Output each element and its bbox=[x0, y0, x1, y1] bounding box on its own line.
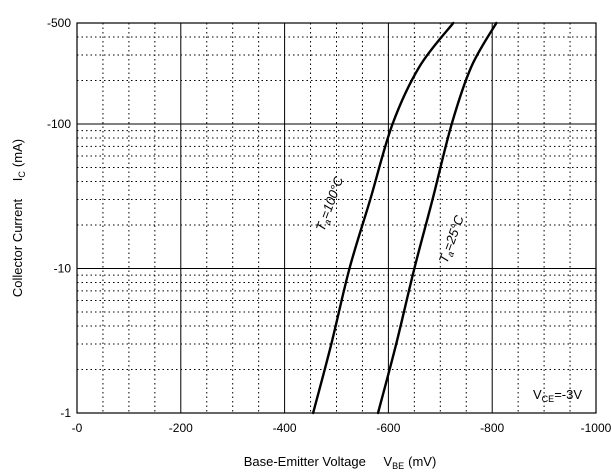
x-tick-labels: -0 -200 -400 -600 -800 -1000 bbox=[72, 421, 611, 435]
x-tick-label: -0 bbox=[72, 421, 83, 435]
y-axis-label: Collector Current IC(mA) bbox=[10, 139, 27, 297]
x-tick-label: -600 bbox=[376, 421, 400, 435]
minor-grid bbox=[77, 23, 596, 413]
x-tick-label: -200 bbox=[169, 421, 193, 435]
y-tick-label: -10 bbox=[54, 262, 72, 276]
x-tick-label: -400 bbox=[273, 421, 297, 435]
vce-annotation: VCE=-3V bbox=[533, 387, 582, 404]
x-tick-label: -800 bbox=[480, 421, 504, 435]
y-tick-labels: -1 -10 -100 -500 bbox=[47, 16, 71, 420]
y-tick-label: -1 bbox=[60, 406, 71, 420]
curves bbox=[311, 21, 498, 415]
x-tick-label: -1000 bbox=[581, 421, 611, 435]
major-grid bbox=[77, 23, 596, 413]
plot-frame bbox=[76, 22, 597, 414]
series-line-25c bbox=[376, 21, 498, 415]
series-line-100c bbox=[311, 21, 455, 415]
y-tick-label: -500 bbox=[47, 16, 71, 30]
x-axis-label: Base-Emitter Voltage VBE (mV) bbox=[244, 454, 437, 471]
y-tick-label: -100 bbox=[47, 117, 71, 131]
